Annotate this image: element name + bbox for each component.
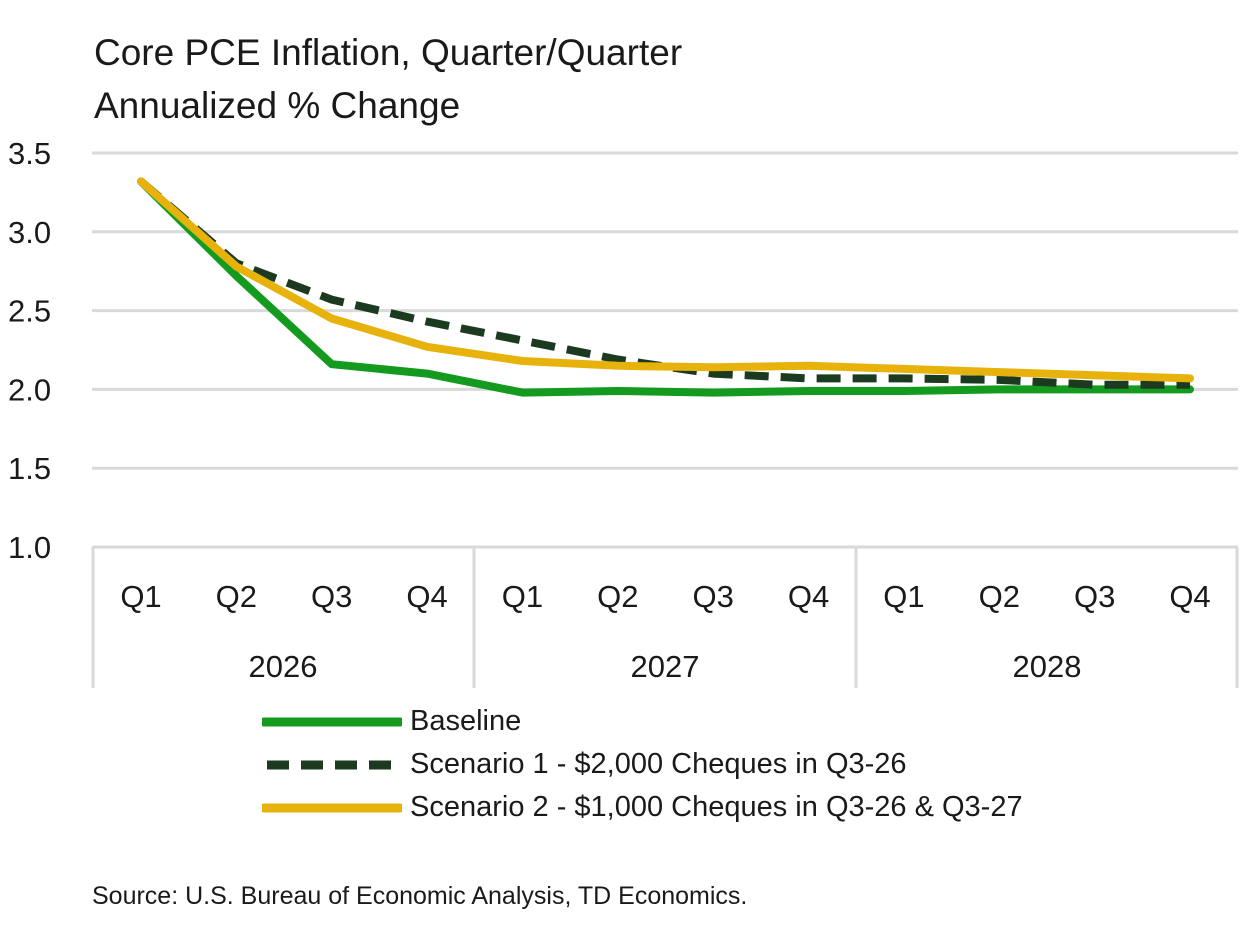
legend-swatch-baseline: [262, 717, 402, 726]
y-axis-ticks: 3.5 3.0 2.5 2.0 1.5 1.0: [8, 136, 51, 565]
legend: Baseline Scenario 1 - $2,000 Cheques in …: [262, 700, 1023, 829]
chart-title-line-2: Annualized % Change: [94, 85, 461, 126]
x-group-label: 2028: [1013, 649, 1082, 684]
x-tick-label: Q4: [1169, 579, 1210, 614]
x-tick-label: Q2: [979, 579, 1020, 614]
x-group-label: 2027: [631, 649, 700, 684]
y-tick-label: 3.0: [8, 215, 51, 250]
y-tick-label: 2.5: [8, 294, 51, 329]
x-tick-label: Q2: [597, 579, 638, 614]
legend-label-baseline: Baseline: [410, 705, 522, 737]
x-tick-label: Q1: [502, 579, 543, 614]
line-chart: 3.5 3.0 2.5 2.0 1.5 1.0 Q1 Q2 Q3 Q4 2026 Q1 Q2 Q3 Q4 2…: [8, 136, 1239, 688]
legend-swatch-scenario-2: [262, 803, 402, 812]
gridlines: [92, 151, 1238, 549]
series-line-scenario-1: [138, 178, 1190, 389]
x-tick-label: Q4: [788, 579, 829, 614]
y-tick-label: 2.0: [8, 372, 51, 407]
legend-label-scenario-1: Scenario 1 - $2,000 Cheques in Q3-26: [410, 748, 907, 780]
legend-item-scenario-2: Scenario 2 - $1,000 Cheques in Q3-26 & Q…: [262, 786, 1023, 829]
series-line-scenario-2: [137, 177, 1194, 383]
x-tick-label: Q3: [311, 579, 352, 614]
source-note: Source: U.S. Bureau of Economic Analysis…: [92, 882, 748, 910]
x-tick-label: Q4: [406, 579, 447, 614]
legend-item-baseline: Baseline: [262, 700, 1023, 743]
legend-label-scenario-2: Scenario 2 - $1,000 Cheques in Q3-26 & Q…: [410, 791, 1023, 823]
y-tick-label: 3.5: [8, 136, 51, 171]
x-tick-label: Q3: [693, 579, 734, 614]
x-tick-label: Q3: [1074, 579, 1115, 614]
legend-item-scenario-1: Scenario 1 - $2,000 Cheques in Q3-26: [262, 743, 1023, 786]
legend-swatch-scenario-1: [267, 760, 400, 769]
x-group-label: 2026: [249, 649, 318, 684]
chart-title-line-1: Core PCE Inflation, Quarter/Quarter: [94, 32, 683, 73]
y-tick-label: 1.0: [8, 530, 51, 565]
chart-title: Core PCE Inflation, Quarter/Quarter Annu…: [94, 26, 1194, 132]
x-tick-label: Q1: [120, 579, 161, 614]
x-axis: Q1 Q2 Q3 Q4 2026 Q1 Q2 Q3 Q4 2027 Q1 Q2 Q3 Q4 2028: [91, 547, 1239, 688]
x-tick-label: Q2: [216, 579, 257, 614]
x-tick-label: Q1: [883, 579, 924, 614]
series-lines: [137, 177, 1194, 397]
y-tick-label: 1.5: [8, 451, 51, 486]
series-line-baseline: [137, 177, 1194, 397]
